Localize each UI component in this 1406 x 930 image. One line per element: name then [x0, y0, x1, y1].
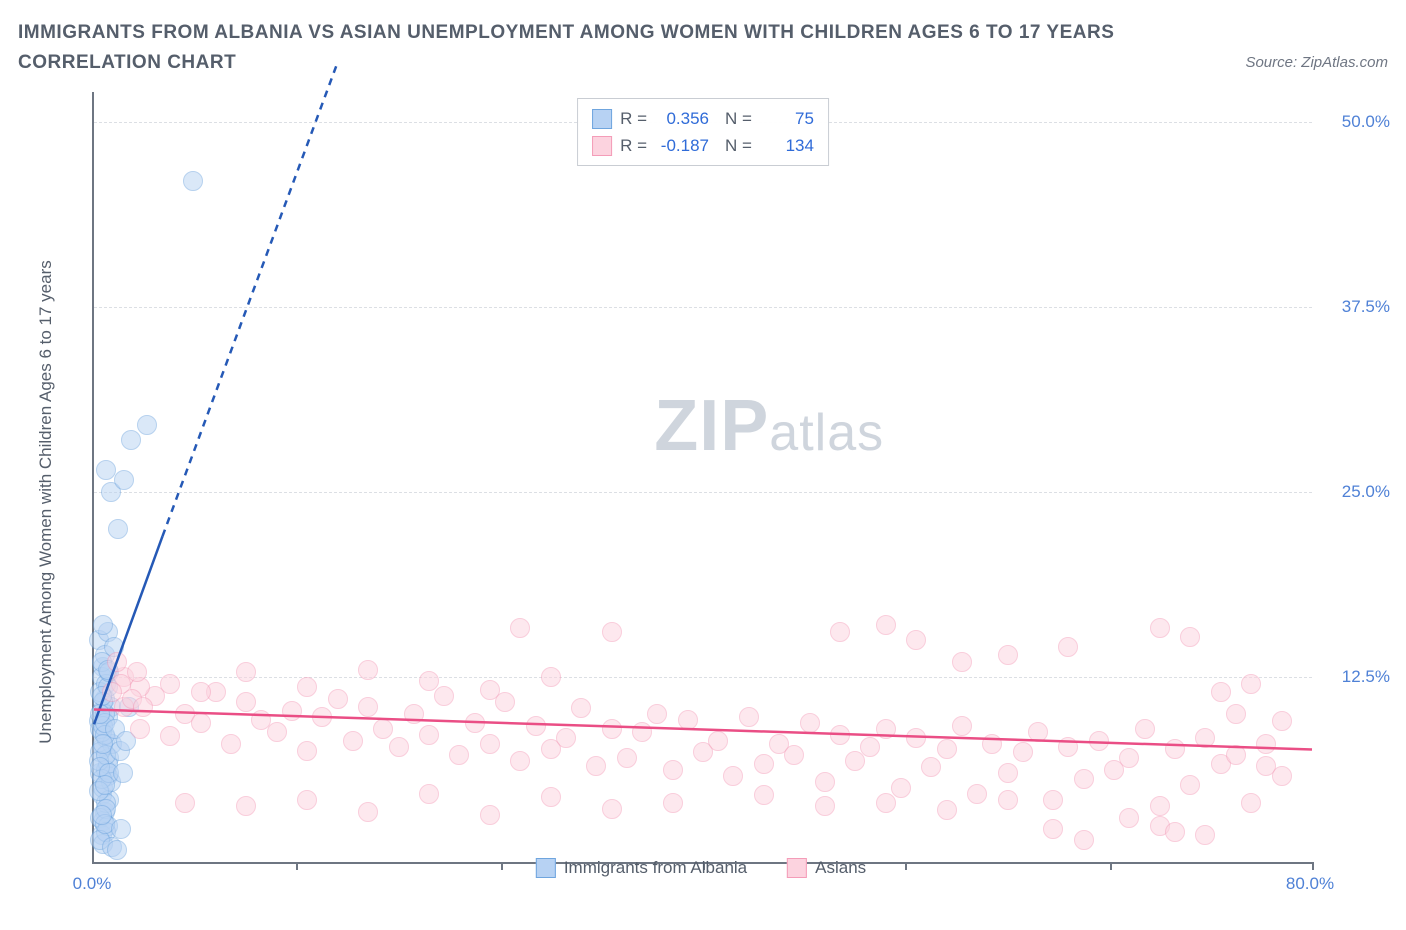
- y-tick-label: 25.0%: [1320, 482, 1390, 502]
- x-tick: [501, 862, 503, 870]
- legend-series-item: Immigrants from Albania: [536, 858, 747, 878]
- legend-swatch: [787, 858, 807, 878]
- legend-series: Immigrants from Albania Asians: [536, 858, 866, 878]
- plot-area: ZIPatlas R =0.356N =75R =-0.187N =134 12…: [92, 92, 1312, 864]
- x-tick-label-min: 0.0%: [73, 874, 112, 894]
- x-tick: [296, 862, 298, 870]
- legend-series-item: Asians: [787, 858, 866, 878]
- legend-stat-row: R = 0.356 N = 75: [592, 105, 814, 132]
- y-tick-label: 12.5%: [1320, 667, 1390, 687]
- legend-swatch: [592, 109, 612, 129]
- legend-series-label: Immigrants from Albania: [564, 858, 747, 878]
- legend-stat-row: R = -0.187 N = 134: [592, 132, 814, 159]
- legend-swatch: [536, 858, 556, 878]
- legend-swatch: [592, 136, 612, 156]
- y-tick-label: 37.5%: [1320, 297, 1390, 317]
- legend-n-value: 75: [760, 105, 814, 132]
- trend-lines: [94, 92, 1312, 862]
- page-title: IMMIGRANTS FROM ALBANIA VS ASIAN UNEMPLO…: [18, 18, 1138, 79]
- legend-stats: R = 0.356 N = 75 R = -0.187 N = 134: [577, 98, 829, 166]
- x-tick-label-max: 80.0%: [1286, 874, 1334, 894]
- x-tick: [1312, 862, 1314, 870]
- legend-series-label: Asians: [815, 858, 866, 878]
- x-tick: [905, 862, 907, 870]
- legend-n-label: N =: [725, 132, 752, 159]
- y-tick-label: 50.0%: [1320, 112, 1390, 132]
- correlation-chart: Unemployment Among Women with Children A…: [18, 92, 1388, 912]
- legend-n-label: N =: [725, 105, 752, 132]
- legend-n-value: 134: [760, 132, 814, 159]
- trendline-extrapolated: [163, 62, 338, 536]
- trendline: [94, 536, 163, 724]
- y-axis-title: Unemployment Among Women with Children A…: [36, 260, 56, 744]
- legend-r-value: 0.356: [655, 105, 709, 132]
- x-tick: [1110, 862, 1112, 870]
- legend-r-value: -0.187: [655, 132, 709, 159]
- legend-r-label: R =: [620, 132, 647, 159]
- trendline: [94, 709, 1312, 749]
- legend-r-label: R =: [620, 105, 647, 132]
- source-citation: Source: ZipAtlas.com: [1245, 54, 1388, 71]
